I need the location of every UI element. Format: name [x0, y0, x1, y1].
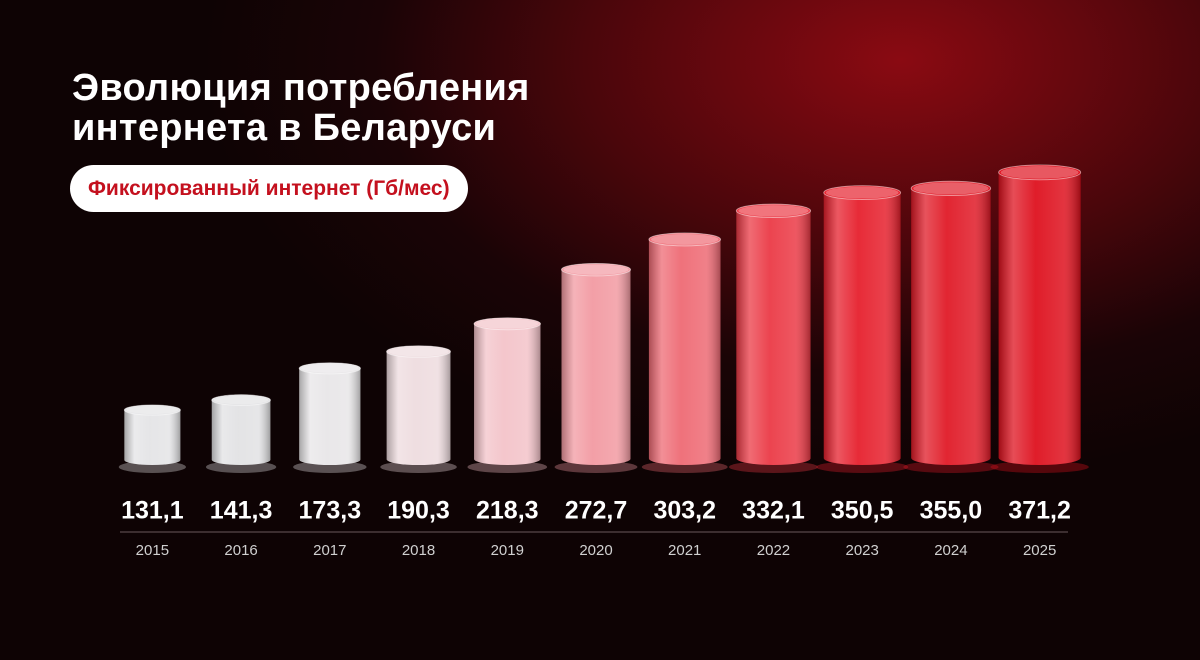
bar-top	[211, 394, 271, 406]
bar	[903, 180, 999, 473]
bar	[118, 404, 186, 473]
chart-title: Эволюция потребления интернета в Беларус…	[72, 67, 530, 149]
bar-glow	[293, 461, 367, 473]
bar-glow	[641, 461, 728, 473]
bar	[205, 394, 277, 473]
bar-top-highlight	[1000, 166, 1079, 179]
bar-glow	[554, 461, 638, 473]
bar-top-highlight	[476, 318, 539, 329]
bar	[293, 362, 367, 473]
bar-top	[823, 185, 902, 201]
bar-glow	[205, 461, 277, 473]
x-tick-label: 2022	[757, 542, 790, 559]
value-label: 355,0	[920, 497, 983, 525]
x-tick-label: 2015	[136, 542, 169, 559]
bar-top	[473, 317, 541, 331]
bar-shade	[299, 362, 361, 465]
bar-top	[298, 362, 361, 375]
bar	[554, 262, 638, 473]
bar-glow	[728, 461, 818, 473]
bar-glow	[380, 461, 457, 473]
bar-top-highlight	[388, 346, 449, 357]
bar-glow	[990, 461, 1089, 473]
value-label: 173,3	[299, 497, 362, 525]
value-label: 371,2	[1008, 497, 1071, 525]
bar-top-highlight	[913, 182, 989, 195]
x-tick-label: 2018	[402, 542, 435, 559]
chart-subtitle: Фиксированный интернет (Гб/мес)	[70, 165, 468, 212]
bar-top	[386, 345, 451, 358]
bar-top	[648, 232, 722, 247]
bar-top-highlight	[126, 406, 179, 415]
bar-glow	[467, 461, 548, 473]
x-tick-label: 2017	[313, 542, 346, 559]
value-label: 190,3	[387, 497, 450, 525]
bar-top-highlight	[650, 233, 719, 245]
bar-top	[123, 404, 181, 416]
bar	[990, 164, 1089, 473]
bar-top-highlight	[301, 363, 359, 373]
x-tick-label: 2025	[1023, 542, 1056, 559]
bar-top	[910, 180, 992, 196]
bar-shade	[823, 185, 901, 465]
x-tick-label: 2016	[224, 542, 257, 559]
value-label: 332,1	[742, 497, 805, 525]
value-label: 218,3	[476, 497, 539, 525]
bar-top	[561, 262, 631, 277]
bar	[641, 232, 728, 473]
bar	[380, 345, 457, 473]
value-label: 303,2	[653, 497, 716, 525]
bar	[816, 185, 909, 473]
bar-shade	[474, 317, 541, 465]
x-tick-label: 2021	[668, 542, 701, 559]
x-tick-label: 2023	[845, 542, 878, 559]
bar	[728, 203, 818, 473]
value-label: 141,3	[210, 497, 273, 525]
bar-top	[998, 164, 1082, 181]
bar-top	[735, 203, 812, 218]
bar-shade	[386, 345, 451, 465]
bar-top-highlight	[825, 186, 899, 199]
bar-top-highlight	[213, 395, 269, 405]
x-tick-label: 2019	[491, 542, 524, 559]
x-tick-label: 2024	[934, 542, 967, 559]
bar-shade	[124, 405, 181, 465]
bar-top-highlight	[738, 205, 809, 217]
value-label: 131,1	[121, 497, 184, 525]
bar	[467, 317, 548, 473]
bar-top-highlight	[563, 264, 629, 275]
bar-shade	[998, 165, 1081, 465]
bar-glow	[816, 461, 909, 473]
value-label: 272,7	[565, 497, 628, 525]
bar-shade	[736, 204, 811, 465]
bar-glow	[903, 461, 999, 473]
x-tick-label: 2020	[579, 542, 612, 559]
value-label: 350,5	[831, 497, 894, 525]
bar-shade	[211, 394, 271, 465]
bar-shade	[561, 263, 631, 465]
bar-shade	[911, 181, 991, 466]
bar-glow	[118, 461, 186, 473]
bar-shade	[648, 232, 721, 465]
